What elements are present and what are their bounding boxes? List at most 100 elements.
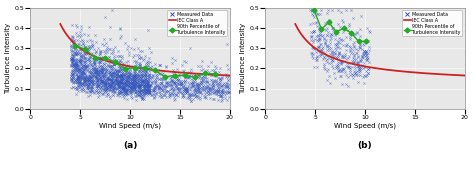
Point: [122, 42, 129, 44]
Point: [339, 56, 347, 58]
Point: [87, 80, 95, 83]
Point: [189, 82, 196, 85]
Point: [185, 71, 192, 74]
Point: [130, 85, 138, 88]
Point: [130, 68, 137, 70]
Point: [117, 83, 124, 86]
Point: [96, 69, 103, 72]
Point: [118, 57, 125, 60]
Point: [120, 89, 128, 92]
Point: [115, 73, 123, 76]
Point: [74, 84, 82, 87]
Point: [71, 69, 79, 72]
Point: [335, 52, 342, 55]
Point: [104, 85, 112, 88]
Point: [329, 53, 337, 56]
Point: [365, 45, 373, 48]
Point: [153, 92, 160, 95]
Point: [155, 95, 163, 97]
Point: [332, 43, 339, 46]
Point: [355, 71, 363, 74]
Point: [182, 80, 189, 83]
Point: [158, 89, 165, 92]
Point: [115, 75, 122, 77]
Point: [308, 8, 315, 11]
Point: [214, 82, 222, 85]
Point: [364, 68, 372, 70]
Point: [136, 74, 143, 77]
Point: [70, 60, 77, 63]
Point: [112, 76, 119, 79]
Point: [76, 52, 83, 54]
Point: [77, 53, 84, 56]
Point: [70, 63, 77, 66]
Point: [112, 61, 119, 63]
Point: [151, 88, 158, 91]
Point: [323, 43, 331, 46]
Point: [86, 70, 93, 73]
Point: [109, 87, 117, 90]
Point: [94, 90, 102, 93]
Point: [86, 68, 94, 71]
X-axis label: Wind Speed (m/s): Wind Speed (m/s): [334, 123, 396, 129]
Point: [331, 30, 339, 33]
Point: [131, 76, 138, 79]
Point: [92, 57, 100, 60]
Point: [155, 88, 162, 90]
Point: [337, 63, 345, 65]
Point: [128, 82, 136, 85]
Point: [122, 93, 129, 96]
Point: [118, 68, 126, 71]
Point: [138, 69, 146, 72]
Point: [116, 74, 124, 77]
Point: [314, 58, 321, 61]
Point: [138, 93, 146, 96]
Point: [99, 93, 106, 96]
Point: [76, 68, 84, 70]
Point: [172, 81, 179, 84]
Point: [315, 45, 322, 48]
Point: [114, 91, 121, 94]
Point: [122, 81, 129, 83]
Point: [69, 60, 76, 63]
Point: [123, 76, 130, 79]
Point: [216, 95, 224, 97]
Point: [99, 74, 107, 77]
Point: [159, 78, 166, 81]
Point: [119, 86, 127, 89]
Point: [177, 91, 185, 94]
Point: [94, 60, 102, 63]
Point: [170, 89, 177, 92]
Point: [98, 56, 105, 59]
Point: [173, 78, 181, 81]
Point: [351, 44, 358, 47]
Point: [117, 78, 125, 81]
Point: [125, 74, 132, 77]
Point: [109, 80, 116, 83]
Point: [110, 86, 118, 89]
Point: [337, 47, 344, 49]
Point: [125, 80, 132, 83]
Point: [96, 70, 103, 72]
Point: [91, 62, 99, 65]
Point: [77, 83, 85, 86]
Point: [351, 58, 358, 61]
Point: [123, 78, 131, 81]
Point: [108, 83, 115, 85]
Point: [157, 87, 165, 90]
Point: [109, 71, 117, 74]
Point: [78, 65, 86, 68]
Point: [141, 84, 149, 87]
Point: [177, 82, 184, 85]
Point: [136, 79, 143, 82]
Point: [125, 70, 132, 73]
Point: [92, 86, 100, 88]
Point: [205, 71, 213, 74]
Point: [173, 86, 181, 89]
Point: [75, 86, 82, 89]
Point: [100, 74, 108, 77]
Point: [153, 84, 160, 87]
Point: [92, 67, 100, 70]
Point: [85, 78, 93, 81]
Point: [73, 82, 81, 85]
